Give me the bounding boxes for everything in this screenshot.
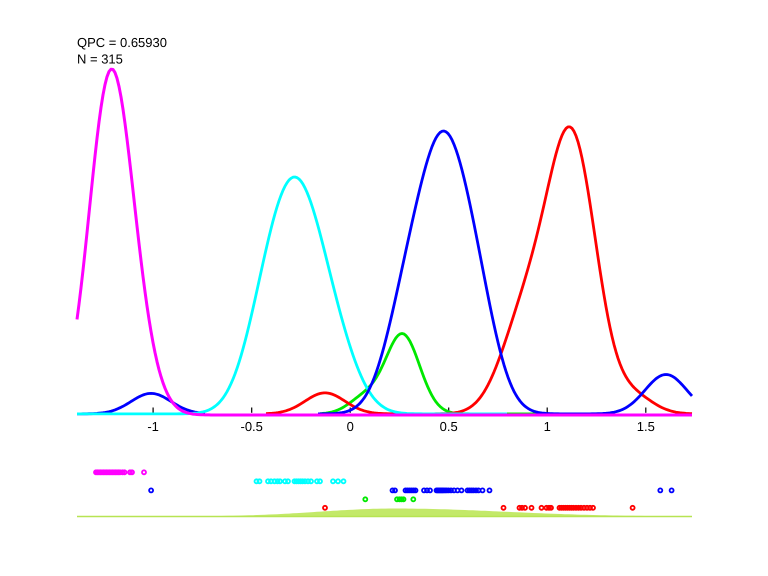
svg-text:QPC = 0.65930: QPC = 0.65930 [77,35,167,50]
svg-text:1: 1 [544,419,551,434]
svg-text:0: 0 [347,419,354,434]
svg-text:-1: -1 [147,419,159,434]
svg-text:0.5: 0.5 [440,419,458,434]
svg-text:1.5: 1.5 [637,419,655,434]
svg-text:-0.5: -0.5 [240,419,262,434]
svg-text:N = 315: N = 315 [77,52,123,67]
